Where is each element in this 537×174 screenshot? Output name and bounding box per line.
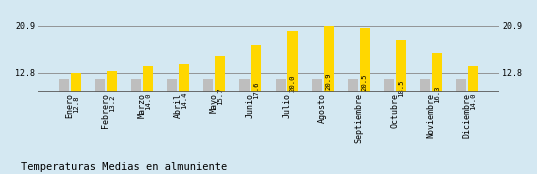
- Bar: [348, 79, 358, 147]
- Text: 14.4: 14.4: [181, 91, 187, 109]
- Bar: [432, 53, 442, 147]
- Text: 15.7: 15.7: [217, 87, 223, 105]
- Bar: [240, 79, 250, 147]
- Text: 20.0: 20.0: [289, 75, 295, 92]
- Text: 13.2: 13.2: [109, 94, 115, 112]
- Bar: [396, 40, 406, 147]
- Bar: [143, 66, 153, 147]
- Bar: [251, 45, 262, 147]
- Text: 20.9: 20.9: [325, 72, 332, 90]
- Bar: [360, 28, 370, 147]
- Bar: [287, 31, 297, 147]
- Bar: [204, 79, 213, 147]
- Bar: [107, 70, 117, 147]
- Bar: [215, 56, 226, 147]
- Bar: [59, 79, 69, 147]
- Bar: [167, 79, 177, 147]
- Bar: [384, 79, 394, 147]
- Text: 12.8: 12.8: [72, 96, 79, 113]
- Bar: [311, 79, 322, 147]
- Bar: [95, 79, 105, 147]
- Bar: [456, 79, 466, 147]
- Bar: [420, 79, 430, 147]
- Text: 14.0: 14.0: [145, 92, 151, 110]
- Bar: [131, 79, 141, 147]
- Text: 17.6: 17.6: [253, 82, 259, 99]
- Bar: [275, 79, 286, 147]
- Text: 16.3: 16.3: [434, 85, 440, 103]
- Bar: [468, 66, 478, 147]
- Text: 14.0: 14.0: [470, 92, 476, 110]
- Bar: [179, 64, 189, 147]
- Text: Temperaturas Medias en almuniente: Temperaturas Medias en almuniente: [21, 162, 228, 172]
- Text: 20.5: 20.5: [362, 73, 368, 91]
- Bar: [324, 26, 333, 147]
- Text: 18.5: 18.5: [398, 79, 404, 97]
- Bar: [71, 73, 81, 147]
